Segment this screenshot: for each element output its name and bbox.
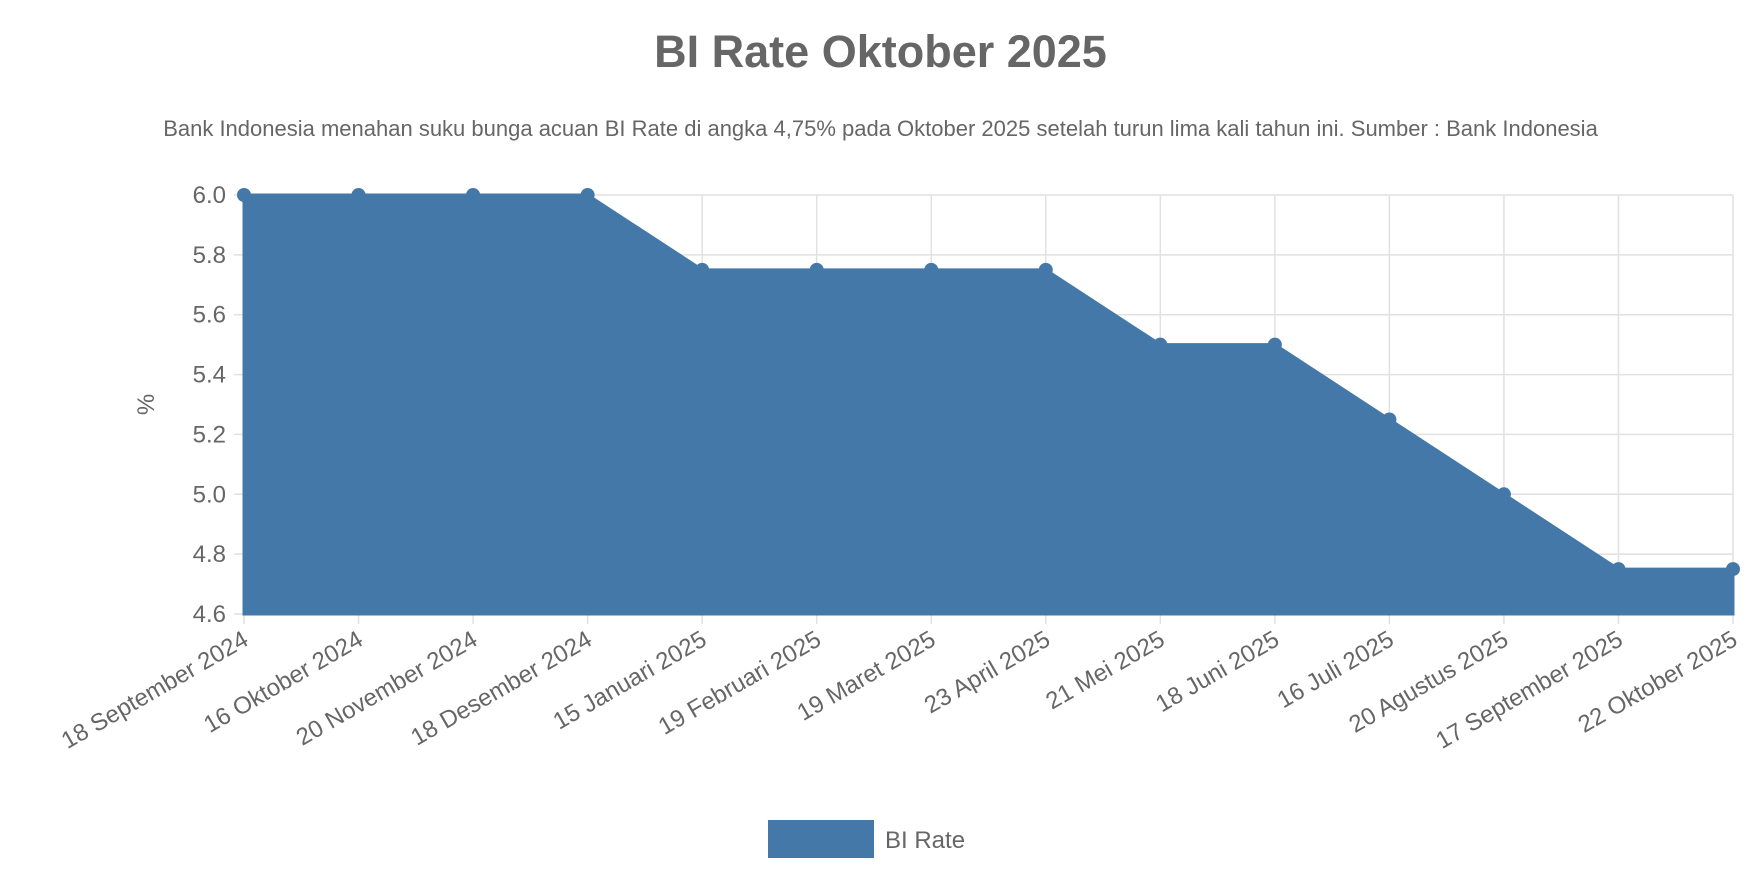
x-tick-label: 23 April 2025 (920, 626, 1055, 719)
y-tick-label: 5.8 (193, 242, 226, 269)
y-tick-label: 4.8 (193, 541, 226, 568)
y-tick-label: 6.0 (193, 182, 226, 209)
chart-title: BI Rate Oktober 2025 (654, 26, 1107, 77)
data-point (695, 262, 710, 277)
y-axis-label: % (133, 394, 160, 415)
y-tick-label: 5.0 (193, 481, 226, 508)
x-tick-label: 21 Mei 2025 (1041, 626, 1169, 715)
data-point (1382, 412, 1397, 427)
x-tick-label: 18 September 2024 (57, 626, 253, 755)
bi-rate-area (242, 193, 1735, 616)
data-point (809, 262, 824, 277)
data-point (1038, 262, 1053, 277)
data-point (1611, 562, 1626, 577)
y-tick-label: 5.6 (193, 302, 226, 329)
data-point (237, 188, 251, 202)
data-point (1267, 337, 1282, 352)
legend-swatch (768, 820, 874, 858)
x-tick-label: 18 Juni 2025 (1151, 626, 1284, 718)
y-tick-label: 5.2 (193, 421, 226, 448)
data-point (351, 188, 366, 202)
data-point (466, 188, 481, 202)
data-point (1726, 562, 1740, 577)
y-tick-label: 5.4 (193, 362, 226, 389)
data-point (1153, 337, 1168, 352)
legend-label: BI Rate (885, 827, 965, 854)
data-point (924, 262, 939, 277)
data-point (1496, 487, 1511, 502)
x-tick-label: 17 September 2025 (1431, 626, 1627, 755)
chart-subtitle: Bank Indonesia menahan suku bunga acuan … (163, 116, 1598, 141)
data-point (580, 188, 595, 202)
y-tick-label: 4.6 (193, 601, 226, 628)
